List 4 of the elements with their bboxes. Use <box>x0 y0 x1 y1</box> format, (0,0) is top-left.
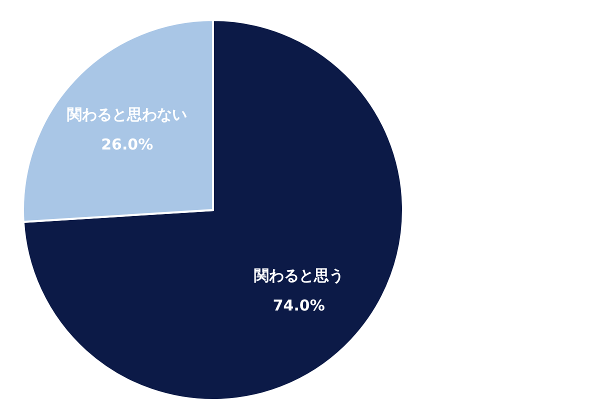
data-label: 74.0% <box>272 296 325 315</box>
slice-label: 関わると思う <box>254 266 344 285</box>
data-label: 26.0% <box>101 135 154 154</box>
slice-label: 関わると思わない <box>67 105 188 124</box>
